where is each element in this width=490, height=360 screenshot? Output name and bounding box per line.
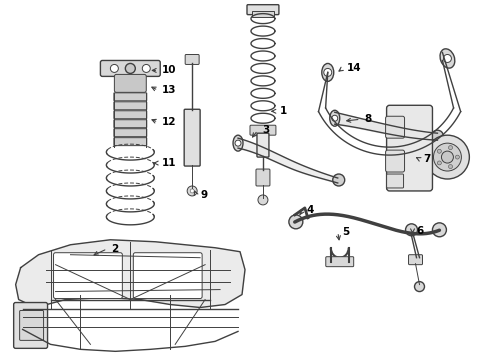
Circle shape [258, 195, 268, 205]
Text: 13: 13 [162, 85, 177, 95]
Text: 9: 9 [200, 190, 207, 200]
Circle shape [425, 135, 469, 179]
Ellipse shape [322, 63, 334, 81]
FancyBboxPatch shape [14, 302, 48, 348]
Circle shape [332, 115, 338, 121]
FancyBboxPatch shape [386, 150, 405, 172]
FancyBboxPatch shape [114, 75, 147, 92]
Text: 2: 2 [111, 244, 119, 254]
Ellipse shape [233, 135, 243, 151]
Circle shape [289, 215, 303, 229]
Text: 14: 14 [347, 63, 361, 73]
FancyBboxPatch shape [114, 138, 147, 146]
Circle shape [333, 174, 345, 186]
Text: 12: 12 [162, 117, 177, 127]
FancyBboxPatch shape [250, 125, 276, 135]
FancyBboxPatch shape [133, 253, 202, 298]
Ellipse shape [440, 49, 455, 68]
FancyBboxPatch shape [114, 120, 147, 128]
FancyBboxPatch shape [257, 133, 269, 157]
Circle shape [187, 186, 197, 196]
Circle shape [441, 151, 453, 163]
Circle shape [438, 149, 441, 153]
FancyBboxPatch shape [252, 11, 274, 17]
Circle shape [434, 143, 462, 171]
FancyBboxPatch shape [114, 111, 147, 119]
FancyBboxPatch shape [114, 102, 147, 110]
Circle shape [448, 146, 452, 150]
FancyBboxPatch shape [387, 105, 433, 191]
FancyBboxPatch shape [326, 257, 354, 267]
FancyBboxPatch shape [256, 169, 270, 186]
Circle shape [235, 140, 241, 146]
FancyBboxPatch shape [100, 60, 160, 76]
FancyBboxPatch shape [185, 54, 199, 64]
FancyBboxPatch shape [184, 109, 200, 166]
Circle shape [448, 165, 452, 168]
FancyBboxPatch shape [247, 5, 279, 15]
FancyBboxPatch shape [409, 255, 422, 265]
Text: 10: 10 [162, 66, 177, 76]
Circle shape [455, 155, 460, 159]
Circle shape [110, 64, 119, 72]
Circle shape [324, 68, 332, 76]
Text: 7: 7 [423, 154, 431, 164]
Circle shape [406, 224, 417, 236]
Text: 6: 6 [416, 226, 424, 236]
Circle shape [443, 54, 451, 62]
Circle shape [190, 189, 194, 193]
Text: 5: 5 [342, 227, 349, 237]
Text: 8: 8 [365, 114, 372, 124]
Text: 4: 4 [307, 205, 314, 215]
Ellipse shape [330, 110, 340, 126]
Circle shape [142, 64, 150, 72]
FancyBboxPatch shape [20, 310, 44, 340]
Text: 11: 11 [162, 158, 177, 168]
Polygon shape [16, 240, 245, 307]
FancyBboxPatch shape [114, 93, 147, 101]
Circle shape [415, 282, 424, 292]
Text: 1: 1 [280, 106, 287, 116]
FancyBboxPatch shape [386, 116, 405, 138]
FancyBboxPatch shape [114, 129, 147, 137]
Circle shape [432, 130, 443, 142]
Circle shape [438, 161, 441, 165]
Text: 3: 3 [262, 125, 269, 135]
Circle shape [433, 223, 446, 237]
FancyBboxPatch shape [53, 253, 122, 298]
FancyBboxPatch shape [387, 174, 404, 188]
Circle shape [125, 63, 135, 73]
